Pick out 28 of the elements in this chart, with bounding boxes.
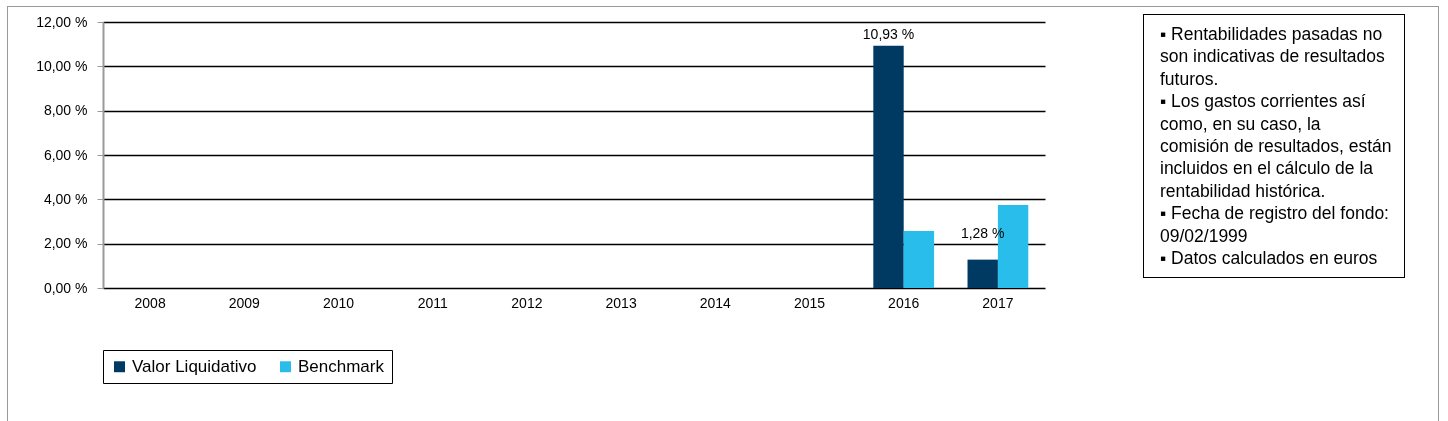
x-tick-label: 2009 [228, 294, 261, 311]
x-tick-label: 2015 [793, 294, 826, 311]
y-tick-label: 10,00 % [36, 57, 88, 74]
x-tick-label: 2013 [605, 294, 637, 311]
data-label: 10,93 % [862, 25, 915, 42]
legend-label: Benchmark [298, 356, 385, 376]
bar [903, 231, 935, 288]
y-tick-label: 0,00 % [43, 279, 88, 296]
x-tick-label: 2012 [511, 294, 543, 311]
y-tick-label: 6,00 % [43, 146, 88, 163]
x-tick-label: 2017 [982, 294, 1014, 311]
data-label: 1,28 % [960, 224, 1005, 241]
text: ▪ Rentabilidades pasadas no son indicativas de resultados futuros. [1160, 23, 1386, 91]
text: ▪ Datos calculados en euros [1160, 247, 1379, 270]
y-tick-label: 2,00 % [43, 235, 88, 252]
x-tick-label: 2008 [134, 294, 166, 311]
y-tick-label: 4,00 % [43, 190, 88, 207]
x-tick-label: 2011 [417, 294, 448, 311]
text: ▪ Los gastos corrientes así como, en su caso, la comisión de resultados, están incluidos en el cálculo de la rentabilidad histórica. [1160, 90, 1392, 203]
bar [873, 45, 904, 288]
x-tick-label: 2014 [699, 294, 732, 311]
text: ▪ Fecha de registro del fondo: 09/02/1999 [1160, 202, 1390, 248]
x-tick-label: 2010 [322, 294, 355, 311]
bar [967, 259, 998, 288]
y-tick-label: 12,00 % [36, 13, 88, 30]
legend-label: Valor Liquidativo [132, 356, 257, 376]
y-tick-label: 8,00 % [43, 102, 88, 119]
x-tick-label: 2016 [888, 294, 920, 311]
